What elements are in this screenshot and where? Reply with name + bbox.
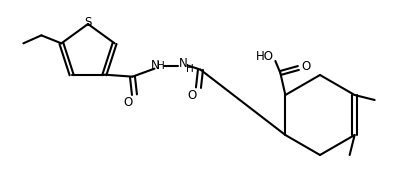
Text: O: O <box>124 96 133 109</box>
Text: O: O <box>188 89 196 102</box>
Text: N: N <box>179 57 188 70</box>
Text: H: H <box>185 64 193 74</box>
Text: H: H <box>156 61 164 71</box>
Text: S: S <box>84 16 92 29</box>
Text: O: O <box>301 60 310 73</box>
Text: N: N <box>151 59 160 72</box>
Text: HO: HO <box>256 49 274 62</box>
